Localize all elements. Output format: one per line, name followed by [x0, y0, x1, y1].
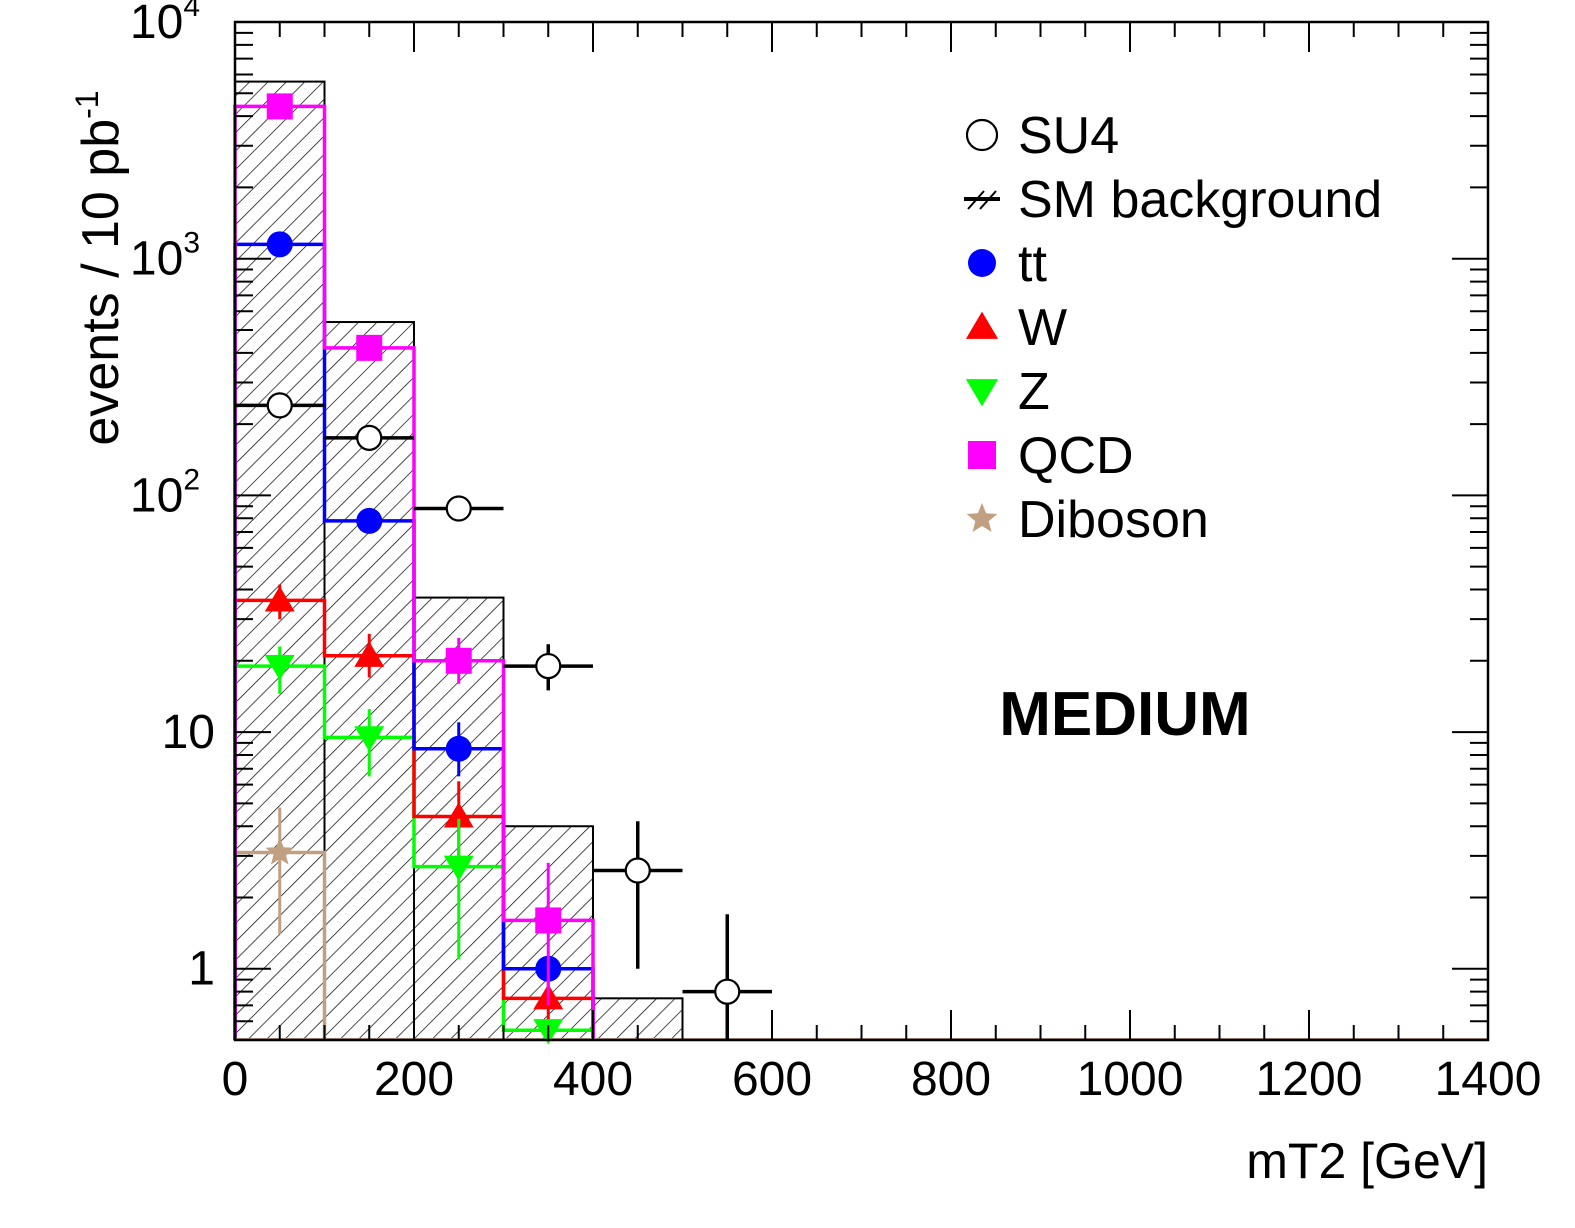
tt-point [356, 507, 383, 534]
legend-marker [965, 379, 999, 407]
su4-point [445, 495, 472, 522]
legend-item-diboson: Diboson [966, 491, 1209, 549]
annotation-medium: MEDIUM [999, 680, 1250, 749]
y-axis-label-exponent: -1 [69, 90, 105, 118]
tt-point [445, 735, 472, 762]
tt-point [266, 231, 293, 258]
legend-item-tt: tt [968, 235, 1047, 293]
y-tick-label: 104 [130, 0, 200, 49]
legend-item-su4: SU4 [965, 107, 1119, 165]
legend: SU4 SM background tt WZ QCD Diboson [964, 107, 1382, 549]
legend-label: Z [1018, 363, 1050, 421]
legend-marker [968, 441, 996, 469]
legend-hatch-mark [967, 190, 985, 210]
legend-marker [965, 118, 999, 152]
qcd-point [356, 334, 383, 361]
legend-label: Diboson [1018, 491, 1209, 549]
legend-item-z: Z [965, 363, 1050, 421]
x-tick-label: 1000 [1077, 1053, 1184, 1106]
legend-marker [968, 249, 996, 277]
plot-area [233, 80, 1488, 1045]
legend-marker [966, 502, 998, 532]
su4-point [266, 392, 293, 419]
y-tick-label: 1 [188, 943, 215, 996]
legend-hatch-mark [979, 190, 997, 210]
y-axis-label: events / 10 pb-1 [69, 90, 130, 445]
y-tick-base: 1 [188, 943, 215, 996]
legend-label: SU4 [1018, 107, 1119, 165]
z-point [443, 855, 474, 881]
w-point [264, 586, 295, 612]
x-tick-label: 800 [911, 1053, 991, 1106]
y-tick-exponent: 3 [183, 227, 200, 260]
w-point [443, 802, 474, 828]
w-point [354, 641, 385, 667]
legend-item-w: W [965, 299, 1067, 357]
legend-label: SM background [1018, 171, 1382, 229]
x-tick-label: 1400 [1435, 1053, 1542, 1106]
su4-point [714, 978, 741, 1005]
y-tick-base: 10 [130, 469, 183, 522]
legend-label: W [1018, 299, 1067, 357]
y-tick-base: 10 [130, 233, 183, 286]
legend-label: QCD [1018, 427, 1134, 485]
qcd-point [266, 93, 293, 120]
x-tick-label: 600 [732, 1053, 812, 1106]
y-tick-base: 10 [130, 0, 183, 49]
z-point [354, 726, 385, 752]
qcd-point [535, 907, 562, 934]
y-tick-exponent: 2 [183, 463, 200, 496]
qcd-point [445, 647, 472, 674]
legend-label: tt [1018, 235, 1047, 293]
y-tick-exponent: 4 [183, 0, 200, 23]
su4-point [356, 424, 383, 451]
y-tick-base: 10 [162, 706, 215, 759]
x-tick-label: 200 [374, 1053, 454, 1106]
x-tick-label: 1200 [1256, 1053, 1363, 1106]
x-tick-label: 0 [222, 1053, 249, 1106]
y-tick-label: 102 [130, 463, 200, 522]
su4-point [535, 652, 562, 680]
legend-item-qcd: QCD [968, 427, 1134, 485]
y-tick-label: 10 [162, 706, 215, 759]
y-tick-label: 103 [130, 227, 200, 286]
y-axis-label-text: events / 10 pb [72, 119, 130, 446]
legend-marker [965, 311, 999, 339]
diboson-point [265, 837, 294, 865]
x-tick-label: 400 [553, 1053, 633, 1106]
su4-point [624, 857, 651, 884]
z-point [264, 655, 295, 681]
legend-item-sm-background: SM background [964, 171, 1382, 229]
x-axis-label: mT2 [GeV] [1246, 1133, 1488, 1189]
